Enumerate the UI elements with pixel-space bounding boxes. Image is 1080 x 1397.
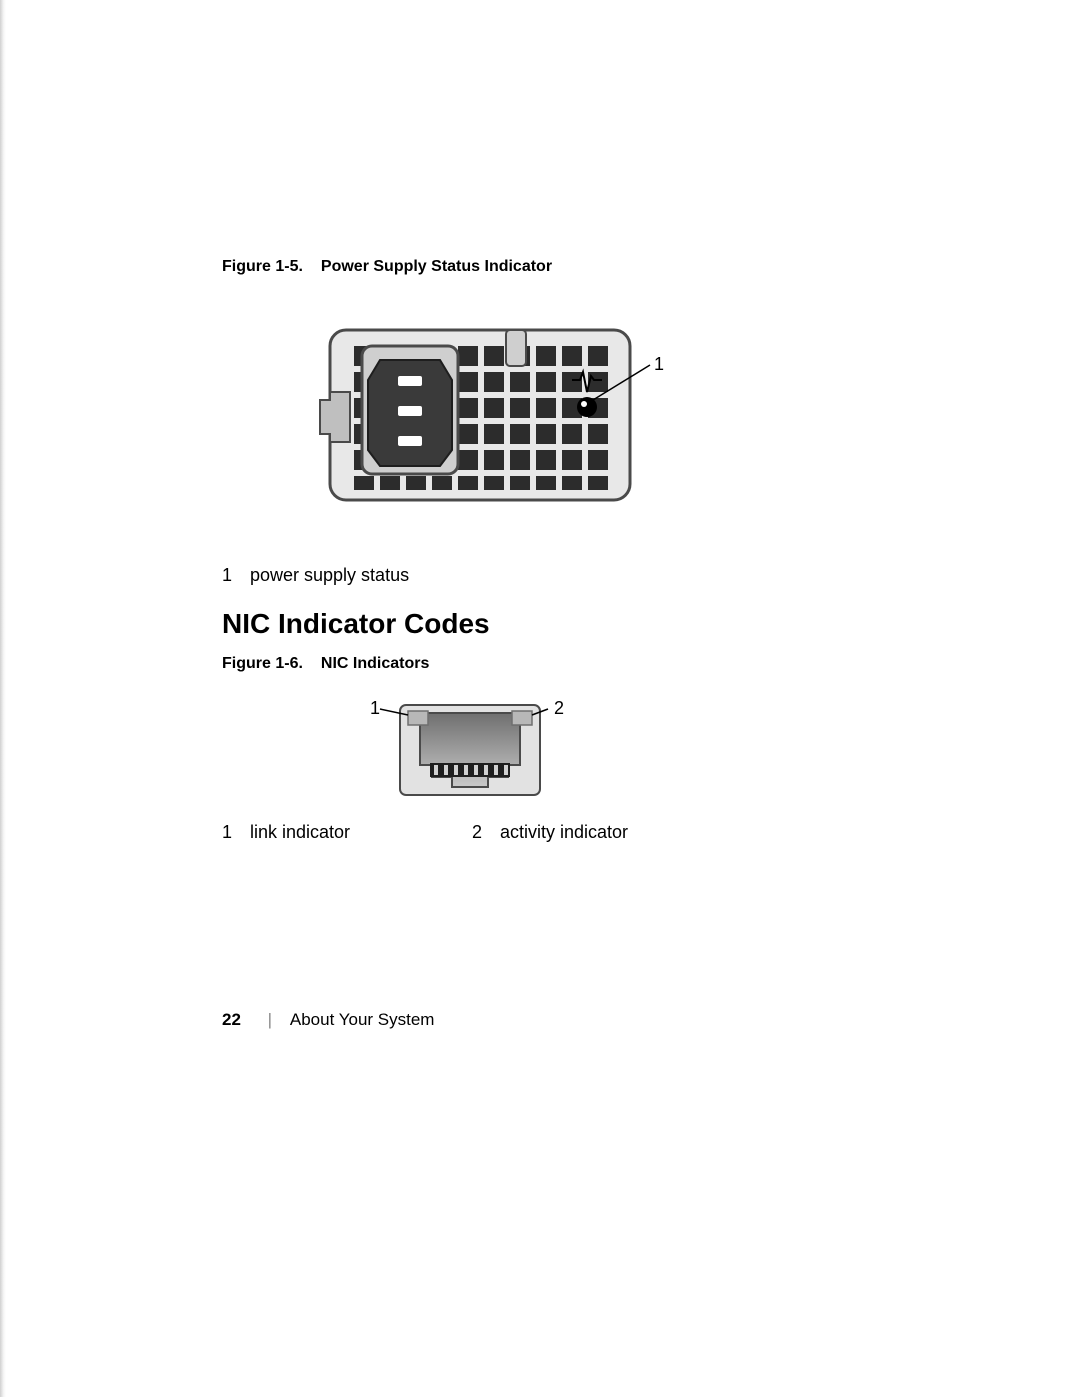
figure-1-6-callout-2: 2 — [554, 698, 564, 719]
page: Figure 1-5. Power Supply Status Indicator — [0, 0, 1080, 1397]
figure-1-6-number: Figure 1-6. — [222, 655, 303, 673]
figure-1-5-title: Power Supply Status Indicator — [321, 258, 552, 275]
figure-1-5-legend-1: 1power supply status — [222, 565, 409, 586]
footer-separator: | — [268, 1010, 272, 1029]
figure-1-6-title: NIC Indicators — [321, 655, 429, 672]
binding-shadow — [0, 0, 6, 1397]
figure-1-6-legend-2-number: 2 — [472, 822, 500, 843]
figure-1-6-callout-1: 1 — [370, 698, 380, 719]
heading-nic-indicator-codes: NIC Indicator Codes — [222, 608, 490, 640]
page-number: 22 — [222, 1010, 241, 1029]
footer-section: About Your System — [290, 1010, 435, 1029]
figure-1-6-legend-1-text: link indicator — [250, 822, 350, 842]
figure-1-5-callout-1: 1 — [654, 354, 664, 375]
page-footer: 22 | About Your System — [222, 1010, 434, 1030]
figure-1-6-caption: Figure 1-6. NIC Indicators — [222, 655, 429, 673]
figure-1-5-legend-1-number: 1 — [222, 565, 250, 586]
figure-1-5-number: Figure 1-5. — [222, 258, 303, 276]
figure-1-6-legend-2: 2activity indicator — [472, 822, 628, 843]
figure-1-5-caption: Figure 1-5. Power Supply Status Indicator — [222, 258, 552, 276]
figure-1-6-legend-1: 1link indicator — [222, 822, 350, 843]
figure-1-5-legend-1-text: power supply status — [250, 565, 409, 585]
figure-1-6-diagram — [370, 685, 610, 815]
figure-1-6-legend-2-text: activity indicator — [500, 822, 628, 842]
figure-1-6-legend-1-number: 1 — [222, 822, 250, 843]
figure-1-5-diagram — [310, 310, 710, 530]
